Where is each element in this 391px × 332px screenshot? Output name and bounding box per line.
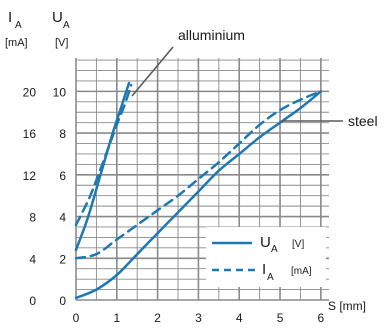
voltage-axis-symbol: U xyxy=(52,9,63,26)
y-tick-label-voltage: 4 xyxy=(59,211,66,225)
legend-background xyxy=(206,227,326,287)
series xyxy=(74,81,323,300)
y-tick-labels: 0 0 4 2 8 4 12 6 16 8 20 10 xyxy=(23,85,67,308)
y-tick-label-current: 0 xyxy=(29,294,36,308)
voltage-axis-unit: [V] xyxy=(55,37,68,49)
x-tick-label: 3 xyxy=(195,311,202,325)
x-tick-label: 1 xyxy=(113,311,120,325)
y-tick-label-current: 20 xyxy=(23,85,37,99)
alluminium-leader-line xyxy=(131,46,174,97)
y-tick-label-voltage: 0 xyxy=(59,294,66,308)
series-line-steel-voltage xyxy=(74,90,323,300)
legend-current-subscript: A xyxy=(267,272,274,283)
annotation-alluminium: alluminium xyxy=(178,27,245,43)
x-tick-labels: 0 1 2 3 4 5 6 xyxy=(73,311,325,325)
y-tick-label-current: 4 xyxy=(29,252,36,266)
y-tick-label-voltage: 2 xyxy=(59,252,66,266)
current-axis-unit: [mA] xyxy=(5,37,28,49)
y-tick-label-current: 12 xyxy=(23,169,37,183)
x-tick-label: 4 xyxy=(236,311,243,325)
y-tick-label-voltage: 8 xyxy=(59,127,66,141)
legend-voltage-unit: [V] xyxy=(292,239,304,250)
legend: U A [V] I A [mA] xyxy=(206,227,326,287)
y-tick-label-current: 8 xyxy=(29,211,36,225)
x-tick-label: 2 xyxy=(154,311,161,325)
legend-voltage-symbol: U xyxy=(260,234,271,251)
annotation-steel: steel xyxy=(348,113,378,129)
y-tick-label-current: 16 xyxy=(23,127,37,141)
x-axis-label: S [mm] xyxy=(328,299,366,313)
y-tick-label-voltage: 10 xyxy=(53,85,67,99)
voltage-axis-subscript: A xyxy=(63,20,70,31)
current-axis-symbol: I xyxy=(8,9,12,26)
y-tick-label-voltage: 6 xyxy=(59,169,66,183)
legend-voltage-subscript: A xyxy=(271,244,278,255)
x-tick-label: 5 xyxy=(277,311,284,325)
x-tick-label: 0 xyxy=(73,311,80,325)
current-axis-subscript: A xyxy=(15,20,22,31)
legend-current-unit: [mA] xyxy=(291,266,312,277)
x-tick-label: 6 xyxy=(317,311,324,325)
series-line-alluminium-current xyxy=(74,83,133,227)
axis-header: I A [mA] U A [V] xyxy=(5,9,70,49)
series-line-steel-current xyxy=(74,90,323,260)
legend-current-symbol: I xyxy=(262,261,266,278)
